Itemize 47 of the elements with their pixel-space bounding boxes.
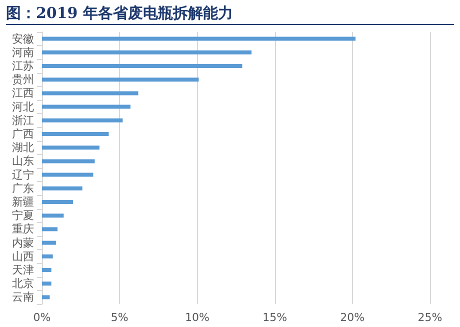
bar: [42, 282, 52, 286]
bar: [42, 104, 130, 109]
bar: [42, 118, 123, 122]
y-tick-label: 山东: [12, 154, 34, 168]
x-tick-label: 5%: [110, 311, 128, 324]
bar: [42, 295, 50, 300]
y-tick-label: 宁夏: [12, 209, 34, 222]
x-tick-label: 0%: [33, 311, 51, 324]
bar: [42, 50, 252, 54]
y-tick-label: 天津: [12, 264, 34, 276]
y-tick-label: 广西: [12, 128, 34, 140]
y-tick-label: 重庆: [12, 222, 34, 236]
y-tick-label: 安徽: [12, 32, 34, 46]
y-tick-label: 贵州: [12, 73, 34, 86]
y-tick-label: 辽宁: [12, 168, 34, 182]
bar: [42, 186, 82, 190]
y-tick-label: 新疆: [12, 196, 34, 208]
bar: [42, 159, 95, 164]
bar: [42, 240, 56, 245]
bar: [42, 172, 94, 177]
y-tick-label: 广东: [12, 182, 34, 195]
bar: [42, 36, 356, 41]
x-tick-label: 25%: [418, 311, 442, 324]
y-tick-label: 北京: [12, 277, 34, 290]
x-tick-label: 20%: [340, 311, 365, 324]
y-tick-label: 河南: [12, 46, 34, 59]
bar: [42, 200, 74, 204]
x-tick-label: 15%: [262, 311, 288, 324]
bar: [42, 254, 53, 258]
bar: [42, 64, 242, 68]
bar: [42, 268, 52, 272]
y-tick-label: 山西: [12, 250, 34, 263]
y-tick-label: 河北: [12, 100, 34, 114]
x-tick-label: 10%: [184, 311, 210, 324]
bar: [42, 146, 100, 150]
bar: [42, 227, 58, 232]
bar: [42, 91, 138, 96]
y-tick-label: 云南: [12, 290, 34, 304]
y-tick-label: 浙江: [12, 114, 34, 127]
y-tick-label: 湖北: [12, 141, 34, 154]
bar: [42, 132, 109, 136]
chart-title: 图：2019 年各省废电瓶拆解能力: [6, 2, 454, 25]
bar: [42, 78, 199, 82]
bar: [42, 214, 64, 218]
y-tick-label: 江苏: [12, 60, 34, 72]
y-tick-label: 江西: [12, 86, 34, 100]
y-tick-label: 内蒙: [12, 236, 34, 250]
